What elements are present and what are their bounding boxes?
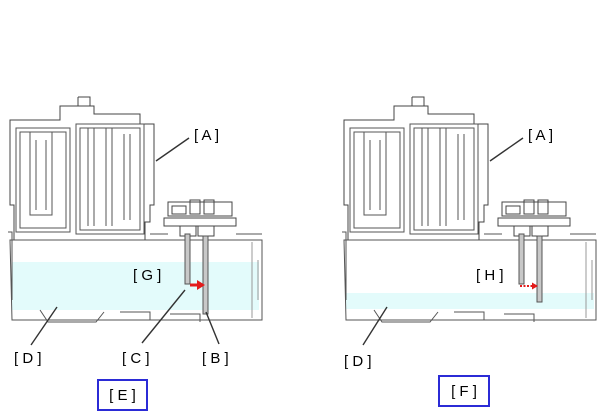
tube-short-right: [518, 233, 525, 285]
tube-b: [202, 235, 209, 315]
caption-f: [ F ]: [451, 383, 477, 400]
tube-c: [184, 233, 191, 285]
right-figure: [ A ] [ H ] [ D ] [ F ]: [342, 96, 597, 407]
label-d-left: [ D ]: [14, 350, 42, 367]
label-a-right: [ A ]: [528, 127, 553, 144]
left-figure: [ A ] [ G ] [ D ] [ C ] [ B ] [ E ]: [8, 96, 263, 411]
label-b: [ B ]: [202, 350, 229, 367]
ink-liquid-low: [346, 293, 594, 309]
flow-arrow-icon: [190, 280, 205, 290]
caption-e-box: [97, 379, 148, 411]
tube-long-right: [536, 235, 543, 303]
ink-liquid-high: [12, 262, 259, 310]
label-h: [ H ]: [476, 267, 504, 284]
label-c: [ C ]: [122, 350, 150, 367]
label-a-left: [ A ]: [194, 127, 219, 144]
label-g: [ G ]: [133, 267, 161, 284]
label-d-right: [ D ]: [344, 353, 372, 370]
flow-arrow-dashed-icon: [520, 282, 538, 290]
caption-f-box: [438, 375, 490, 407]
caption-e: [ E ]: [109, 387, 136, 404]
